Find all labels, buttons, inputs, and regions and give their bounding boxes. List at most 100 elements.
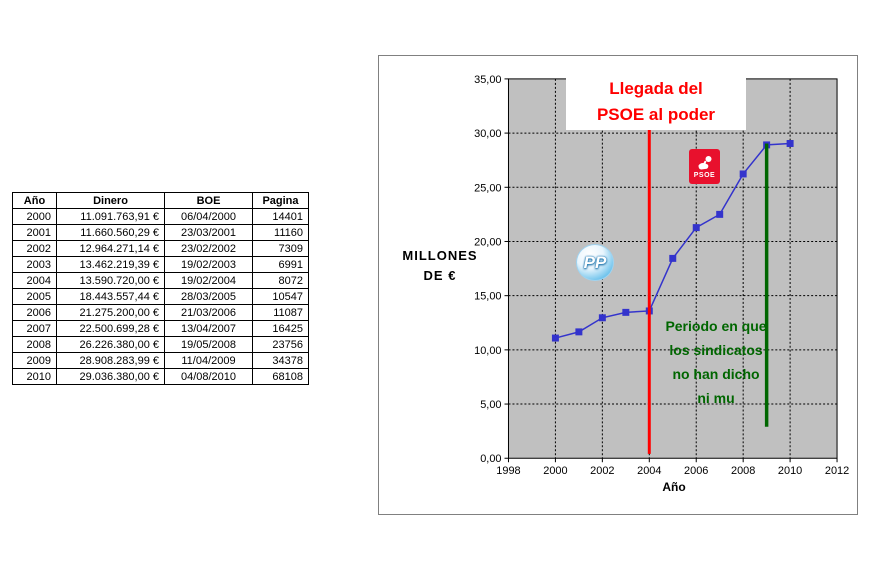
year-cell: 2007 xyxy=(12,320,57,337)
y-tick-label: 5,00 xyxy=(480,399,501,411)
x-tick-label: 2008 xyxy=(731,465,755,477)
pp-logo-label: PP xyxy=(583,252,607,272)
money-cell: 26.226.380,00 € xyxy=(56,336,165,353)
x-axis-title: Año xyxy=(662,480,686,494)
boe-date-cell: 13/04/2007 xyxy=(164,320,253,337)
column-header: BOE xyxy=(164,192,253,209)
x-tick-label: 2006 xyxy=(684,465,708,477)
union-silence-line1: Periodo en que xyxy=(665,318,767,334)
table-row: 2004 13.590.720,00 €19/02/2004 8072 xyxy=(12,272,309,289)
year-cell: 2002 xyxy=(12,240,57,257)
psoe-logo: PSOE xyxy=(689,149,720,184)
axis-tick-labels: 1998 2000 2002 2004 2006 2008 2010 2012 0,00 5,00… xyxy=(474,74,849,477)
y-tick-label: 30,00 xyxy=(474,128,501,140)
year-cell: 2003 xyxy=(12,256,57,273)
year-cell: 2010 xyxy=(12,368,57,385)
plot-area xyxy=(508,78,838,459)
money-cell: 12.964.271,14 € xyxy=(56,240,165,257)
table-row: 2001 11.660.560,29 €23/03/2001 11160 xyxy=(12,224,309,241)
money-cell: 13.462.219,39 € xyxy=(56,256,165,273)
y-tick-label: 35,00 xyxy=(474,74,501,86)
psoe-fist-rose-icon xyxy=(697,155,711,169)
year-cell: 2005 xyxy=(12,288,57,305)
data-point-marker xyxy=(598,314,606,322)
funding-table-wrap: Año Dinero BOE Pagina 2000 11.091.763,91 €06… xyxy=(12,192,309,385)
money-cell: 13.590.720,00 € xyxy=(56,272,165,289)
money-cell: 11.660.560,29 € xyxy=(56,224,165,241)
boe-date-cell: 06/04/2000 xyxy=(164,208,253,225)
year-cell: 2004 xyxy=(12,272,57,289)
data-point-marker xyxy=(716,210,724,218)
union-silence-line2: los sindicatos xyxy=(669,342,763,358)
page-cell: 23756 xyxy=(252,336,309,353)
money-cell: 22.500.699,28 € xyxy=(56,320,165,337)
data-point-marker xyxy=(739,170,747,178)
page-cell: 14401 xyxy=(252,208,309,225)
page-cell: 11087 xyxy=(252,304,309,321)
table-row: 2000 11.091.763,91 €06/04/2000 14401 xyxy=(12,208,309,225)
boe-date-cell: 19/02/2004 xyxy=(164,272,253,289)
page-cell: 7309 xyxy=(252,240,309,257)
spending-line-chart: 1998 2000 2002 2004 2006 2008 2010 2012 0,00 5,00… xyxy=(474,74,849,477)
x-tick-label: 2002 xyxy=(590,465,614,477)
table-header-row: Año Dinero BOE Pagina xyxy=(12,192,309,209)
table-row: 2002 12.964.271,14 €23/02/2002 7309 xyxy=(12,240,309,257)
boe-date-cell: 23/02/2002 xyxy=(164,240,253,257)
y-axis-title-line2: DE € xyxy=(423,268,457,283)
boe-date-cell: 11/04/2009 xyxy=(164,352,253,369)
table-row: 2009 28.908.283,99 €11/04/2009 34378 xyxy=(12,352,309,369)
money-cell: 11.091.763,91 € xyxy=(56,208,165,225)
table-row: 2005 18.443.557,44 €28/03/2005 10547 xyxy=(12,288,309,305)
year-cell: 2006 xyxy=(12,304,57,321)
psoe-arrival-line2: PSOE al poder xyxy=(596,105,716,124)
x-tick-label: 2000 xyxy=(543,465,567,477)
boe-date-cell: 28/03/2005 xyxy=(164,288,253,305)
union-silence-label: Periodo en que los sindicatos no han dic… xyxy=(646,314,786,410)
union-silence-line3: no han dicho xyxy=(672,366,760,382)
boe-date-cell: 19/05/2008 xyxy=(164,336,253,353)
table-body: 2000 11.091.763,91 €06/04/2000 14401 2001 11… xyxy=(12,208,309,385)
pp-logo: PP xyxy=(576,244,614,281)
money-cell: 18.443.557,44 € xyxy=(56,288,165,305)
column-header: Pagina xyxy=(252,192,309,209)
page-cell: 34378 xyxy=(252,352,309,369)
page-cell: 10547 xyxy=(252,288,309,305)
x-tick-label: 2010 xyxy=(778,465,802,477)
page-cell: 6991 xyxy=(252,256,309,273)
year-cell: 2000 xyxy=(12,208,57,225)
table-row: 2003 13.462.219,39 €19/02/2003 6991 xyxy=(12,256,309,273)
boe-date-cell: 19/02/2003 xyxy=(164,256,253,273)
page-cell: 68108 xyxy=(252,368,309,385)
psoe-logo-label: PSOE xyxy=(693,171,716,179)
y-tick-label: 25,00 xyxy=(474,182,501,194)
data-point-marker xyxy=(786,140,794,147)
table-row: 2010 29.036.380,00 €04/08/2010 68108 xyxy=(12,368,309,385)
table-row: 2008 26.226.380,00 €19/05/2008 23756 xyxy=(12,336,309,353)
psoe-arrival-line1: Llegada del xyxy=(609,79,703,98)
money-cell: 29.036.380,00 € xyxy=(56,368,165,385)
page-cell: 11160 xyxy=(252,224,309,241)
page-cell: 8072 xyxy=(252,272,309,289)
y-axis-title: MILLONES DE € xyxy=(381,246,499,286)
y-tick-label: 10,00 xyxy=(474,345,501,357)
funding-table: Año Dinero BOE Pagina 2000 11.091.763,91 €06… xyxy=(12,192,309,385)
column-header: Dinero xyxy=(56,192,165,209)
x-tick-label: 2012 xyxy=(825,465,849,477)
union-silence-line4: ni mu xyxy=(697,390,735,406)
boe-date-cell: 23/03/2001 xyxy=(164,224,253,241)
y-tick-label: 0,00 xyxy=(480,453,501,465)
year-cell: 2008 xyxy=(12,336,57,353)
data-point-marker xyxy=(669,254,677,262)
money-cell: 28.908.283,99 € xyxy=(56,352,165,369)
chart-panel: 1998 2000 2002 2004 2006 2008 2010 2012 0,00 5,00… xyxy=(378,55,858,515)
boe-date-cell: 04/08/2010 xyxy=(164,368,253,385)
money-cell: 21.275.200,00 € xyxy=(56,304,165,321)
psoe-arrival-label: Llegada del PSOE al poder xyxy=(566,73,746,130)
column-header: Año xyxy=(12,192,57,209)
year-cell: 2001 xyxy=(12,224,57,241)
boe-date-cell: 21/03/2006 xyxy=(164,304,253,321)
x-tick-label: 2004 xyxy=(637,465,661,477)
y-tick-label: 15,00 xyxy=(474,291,501,303)
data-point-marker xyxy=(575,328,583,336)
